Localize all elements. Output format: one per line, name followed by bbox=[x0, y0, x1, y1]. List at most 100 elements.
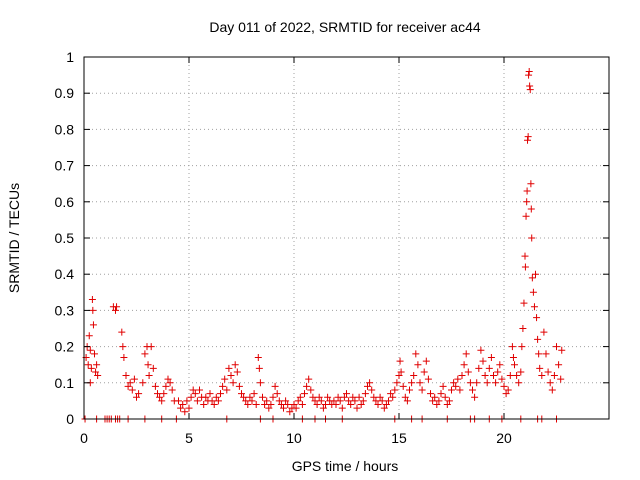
data-point bbox=[519, 325, 527, 332]
data-point bbox=[340, 393, 348, 401]
data-point bbox=[471, 393, 479, 401]
data-point bbox=[391, 386, 399, 394]
data-point bbox=[416, 379, 424, 387]
data-point bbox=[385, 397, 392, 405]
data-point bbox=[231, 361, 239, 369]
data-point bbox=[536, 364, 544, 372]
data-point bbox=[303, 382, 311, 390]
data-point bbox=[88, 296, 96, 304]
data-point bbox=[529, 288, 537, 296]
data-point bbox=[246, 393, 254, 401]
data-point bbox=[521, 252, 529, 260]
data-point bbox=[179, 401, 187, 409]
data-point bbox=[546, 379, 554, 387]
data-point bbox=[223, 386, 231, 394]
data-point bbox=[120, 353, 128, 361]
data-point bbox=[527, 180, 535, 188]
data-point bbox=[435, 397, 443, 405]
data-point bbox=[479, 357, 487, 365]
data-point bbox=[387, 390, 395, 398]
data-point bbox=[322, 401, 329, 409]
data-point bbox=[454, 375, 462, 383]
data-point bbox=[528, 274, 536, 282]
data-point bbox=[439, 382, 447, 390]
data-point bbox=[286, 408, 294, 416]
data-point bbox=[89, 321, 97, 329]
data-point bbox=[275, 397, 283, 405]
data-point bbox=[149, 364, 157, 372]
data-point bbox=[292, 404, 300, 412]
data-point bbox=[469, 386, 476, 394]
data-point bbox=[401, 393, 409, 401]
data-point bbox=[460, 361, 468, 369]
data-point bbox=[448, 386, 455, 394]
data-point bbox=[508, 343, 516, 351]
data-point bbox=[229, 379, 237, 387]
data-point bbox=[396, 357, 404, 365]
data-point bbox=[558, 346, 566, 354]
data-point bbox=[368, 386, 376, 394]
data-point bbox=[494, 368, 502, 376]
data-point bbox=[534, 335, 542, 343]
data-point bbox=[483, 379, 491, 387]
data-point bbox=[221, 375, 229, 383]
data-point bbox=[355, 393, 363, 401]
data-point bbox=[408, 379, 416, 387]
data-point bbox=[343, 390, 350, 398]
data-point bbox=[485, 364, 493, 372]
data-point bbox=[475, 364, 483, 372]
data-point bbox=[437, 390, 445, 398]
data-point bbox=[364, 382, 371, 390]
data-point bbox=[511, 361, 518, 369]
data-point bbox=[374, 401, 382, 409]
data-point bbox=[403, 397, 411, 405]
data-point bbox=[324, 393, 332, 401]
data-point bbox=[332, 401, 340, 409]
data-point bbox=[175, 397, 182, 405]
data-point bbox=[376, 393, 384, 401]
data-point bbox=[361, 390, 369, 398]
data-point bbox=[336, 397, 344, 405]
data-point bbox=[156, 393, 164, 401]
data-point bbox=[168, 386, 176, 394]
data-point bbox=[217, 390, 224, 398]
x-tick-label: 10 bbox=[286, 430, 302, 446]
data-point bbox=[193, 397, 201, 405]
y-tick-label: 0.8 bbox=[55, 121, 75, 137]
data-point bbox=[445, 397, 453, 405]
data-point bbox=[466, 379, 474, 387]
data-point bbox=[181, 408, 189, 416]
data-point bbox=[256, 379, 264, 387]
data-point bbox=[118, 328, 126, 336]
data-point bbox=[477, 346, 485, 354]
data-point bbox=[492, 379, 500, 387]
data-point bbox=[557, 375, 565, 383]
data-point bbox=[147, 343, 155, 351]
data-point bbox=[473, 379, 481, 387]
data-point bbox=[502, 390, 510, 398]
data-point bbox=[139, 379, 147, 387]
data-point bbox=[233, 368, 241, 376]
data-point bbox=[202, 393, 210, 401]
data-point bbox=[162, 382, 170, 390]
data-point bbox=[420, 368, 428, 376]
data-point bbox=[267, 401, 275, 409]
data-point bbox=[525, 67, 533, 75]
data-point bbox=[370, 393, 378, 401]
data-point bbox=[187, 393, 195, 401]
data-point bbox=[349, 393, 357, 401]
data-point bbox=[130, 375, 138, 383]
data-point bbox=[219, 382, 227, 390]
data-point bbox=[496, 361, 504, 369]
data-point bbox=[311, 397, 319, 405]
data-point bbox=[196, 386, 203, 394]
data-point bbox=[280, 404, 287, 412]
x-tick-label: 5 bbox=[185, 430, 193, 446]
data-point bbox=[290, 401, 298, 409]
data-point bbox=[235, 382, 243, 390]
data-point bbox=[521, 263, 529, 271]
x-axis-label: GPS time / hours bbox=[292, 458, 399, 474]
data-point bbox=[200, 401, 208, 409]
